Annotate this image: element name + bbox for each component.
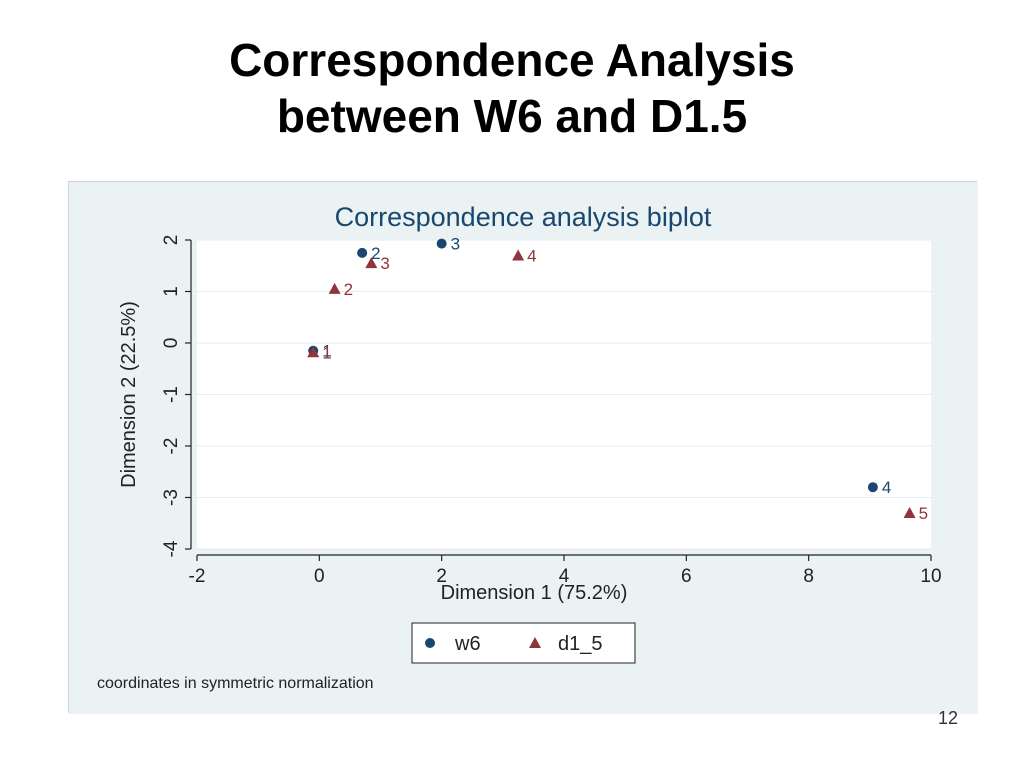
d1_5-point xyxy=(903,506,916,518)
x-tick-label: 8 xyxy=(803,566,814,587)
d1_5-point-label: 1 xyxy=(322,343,331,362)
x-tick-label: 4 xyxy=(559,566,570,587)
grid-lines xyxy=(197,239,931,550)
w6-point xyxy=(357,247,368,258)
y-tick-label: 1 xyxy=(161,286,182,297)
tick-labels: -4 -3 -2 -1 0 1 2 -2 0 2 4 6 8 10 xyxy=(161,235,942,587)
legend: w6 d1_5 xyxy=(411,622,636,664)
biplot-chart: Correspondence analysis biplot -4 -3 -2 -1 0… xyxy=(69,182,978,714)
x-tick-label: -2 xyxy=(189,566,206,587)
axes xyxy=(185,239,932,561)
d1_5-point-label: 2 xyxy=(344,280,353,299)
y-tick-label: -4 xyxy=(161,540,182,557)
d1_5-point xyxy=(365,257,378,269)
x-tick-label: 10 xyxy=(920,566,941,587)
w6-point-label: 2 xyxy=(371,244,380,263)
legend-d1_5-label: d1_5 xyxy=(558,633,603,655)
slide-title-line-2: between W6 and D1.5 xyxy=(276,90,748,142)
d1_5-point-label: 5 xyxy=(919,504,928,523)
y-tick-label: 2 xyxy=(161,235,182,246)
d1_5-point-label: 3 xyxy=(380,254,389,273)
x-tick-label: 6 xyxy=(681,566,692,587)
normalization-note: coordinates in symmetric normalization xyxy=(97,675,374,692)
legend-w6-marker xyxy=(425,638,435,648)
legend-w6-label: w6 xyxy=(454,633,481,655)
x-axis-label: Dimension 1 (75.2%) xyxy=(441,582,628,604)
d1_5-point xyxy=(307,346,320,358)
y-axis-label: Dimension 2 (22.5%) xyxy=(118,301,140,488)
chart-frame: Correspondence analysis biplot -4 -3 -2 -1 0… xyxy=(68,181,978,714)
w6-point-label: 3 xyxy=(451,235,460,254)
y-tick-label: 0 xyxy=(161,338,182,349)
page-number: 12 xyxy=(938,708,959,728)
w6-point xyxy=(867,482,878,493)
y-tick-label: -2 xyxy=(161,438,182,455)
d1_5-point-label: 4 xyxy=(527,246,536,265)
d1_5-point xyxy=(512,249,525,261)
w6-point-label: 4 xyxy=(882,478,891,497)
y-tick-label: -1 xyxy=(161,386,182,403)
x-tick-label: 0 xyxy=(314,566,325,587)
legend-d1_5-marker xyxy=(529,637,541,648)
y-tick-label: -3 xyxy=(161,489,182,506)
slide-title: Correspondence Analysis between W6 and D… xyxy=(0,32,1024,144)
d1_5-point xyxy=(328,282,341,294)
w6-point xyxy=(436,238,447,249)
w6-point-label: 1 xyxy=(322,342,331,361)
x-tick-label: 2 xyxy=(436,566,447,587)
slide-title-line-1: Correspondence Analysis xyxy=(229,34,795,86)
chart-title: Correspondence analysis biplot xyxy=(335,202,712,232)
legend-box xyxy=(411,622,636,664)
